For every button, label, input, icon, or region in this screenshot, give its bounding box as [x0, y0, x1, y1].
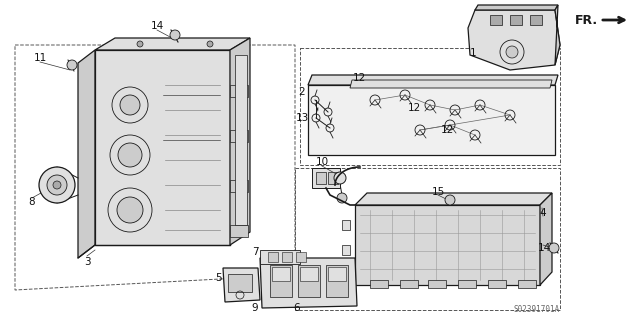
Bar	[270, 265, 292, 297]
Bar	[326, 265, 348, 297]
Circle shape	[112, 87, 148, 123]
Polygon shape	[230, 38, 250, 245]
Bar	[342, 265, 350, 275]
Circle shape	[118, 143, 142, 167]
Circle shape	[67, 60, 77, 70]
Bar	[490, 15, 502, 25]
Circle shape	[120, 95, 140, 115]
Text: 12: 12	[408, 103, 420, 113]
Bar	[458, 280, 476, 288]
Bar	[316, 172, 326, 184]
Polygon shape	[355, 193, 552, 205]
Bar	[228, 274, 252, 292]
Polygon shape	[555, 5, 560, 65]
Polygon shape	[78, 50, 95, 258]
Circle shape	[506, 46, 518, 58]
Text: S02391701A: S02391701A	[514, 306, 560, 315]
Bar	[296, 252, 306, 262]
Bar	[272, 267, 290, 281]
Bar	[235, 55, 247, 225]
Text: 5: 5	[214, 273, 221, 283]
Bar	[510, 15, 522, 25]
Polygon shape	[468, 10, 560, 70]
Bar	[530, 15, 542, 25]
Bar	[328, 172, 338, 184]
Text: 10: 10	[316, 157, 328, 167]
Circle shape	[549, 243, 559, 253]
Bar	[428, 280, 446, 288]
Text: 4: 4	[540, 208, 547, 218]
Polygon shape	[95, 38, 250, 50]
Bar	[230, 225, 248, 237]
Polygon shape	[540, 193, 552, 285]
Circle shape	[337, 193, 347, 203]
Circle shape	[108, 188, 152, 232]
Circle shape	[39, 167, 75, 203]
Text: 12: 12	[440, 125, 454, 135]
Bar	[230, 180, 248, 192]
Bar	[298, 265, 320, 297]
Text: 7: 7	[252, 247, 259, 257]
Bar	[230, 85, 248, 97]
Text: 14: 14	[538, 243, 550, 253]
Bar	[342, 245, 350, 255]
Bar	[342, 220, 350, 230]
Text: 12: 12	[353, 73, 365, 83]
Circle shape	[137, 41, 143, 47]
Circle shape	[110, 135, 150, 175]
Circle shape	[47, 175, 67, 195]
Bar	[400, 280, 418, 288]
Bar	[268, 252, 278, 262]
Text: 11: 11	[33, 53, 47, 63]
Bar	[260, 250, 300, 264]
Circle shape	[500, 40, 524, 64]
Text: 15: 15	[431, 187, 445, 197]
Bar	[328, 267, 346, 281]
Bar	[488, 280, 506, 288]
Circle shape	[53, 181, 61, 189]
Text: 6: 6	[294, 303, 300, 313]
Circle shape	[117, 197, 143, 223]
Text: 9: 9	[252, 303, 259, 313]
Polygon shape	[475, 5, 558, 10]
Circle shape	[207, 41, 213, 47]
Bar	[312, 168, 340, 188]
Bar	[282, 252, 292, 262]
Text: 14: 14	[150, 21, 164, 31]
Polygon shape	[308, 75, 558, 85]
Circle shape	[334, 172, 346, 184]
Polygon shape	[350, 80, 552, 88]
Text: 3: 3	[84, 257, 90, 267]
Bar	[518, 280, 536, 288]
Text: 8: 8	[29, 197, 35, 207]
Bar	[230, 130, 248, 142]
Circle shape	[445, 195, 455, 205]
Polygon shape	[308, 85, 555, 155]
Text: 1: 1	[470, 48, 476, 58]
Polygon shape	[355, 205, 540, 285]
Bar	[300, 267, 318, 281]
Text: 13: 13	[296, 113, 308, 123]
Polygon shape	[95, 50, 230, 245]
Polygon shape	[260, 258, 357, 308]
Text: 2: 2	[299, 87, 305, 97]
Circle shape	[170, 30, 180, 40]
Text: FR.: FR.	[575, 13, 598, 26]
Polygon shape	[223, 268, 260, 302]
Bar	[370, 280, 388, 288]
